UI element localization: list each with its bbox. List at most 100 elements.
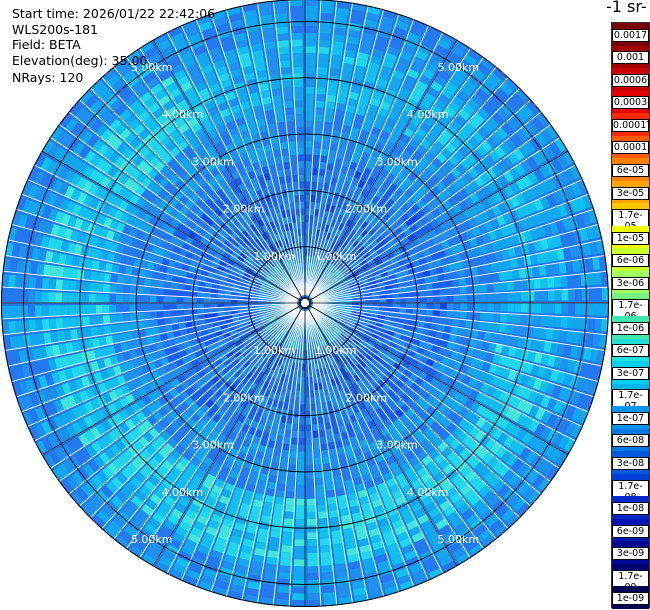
range-gate-cell: [313, 342, 318, 350]
range-gate-cell: [282, 367, 288, 375]
range-gate-cell: [227, 476, 238, 486]
range-gate-cell: [376, 247, 384, 255]
range-gate-cell: [315, 264, 320, 272]
range-gate-cell: [448, 333, 457, 342]
range-gate-cell: [286, 347, 291, 355]
range-gate-cell: [313, 437, 320, 445]
range-gate-cell: [361, 278, 370, 284]
range-gate-cell: [359, 237, 367, 246]
range-gate-cell: [212, 367, 221, 376]
range-gate-cell: [430, 104, 443, 116]
range-gate-cell: [258, 291, 266, 295]
range-gate-cell: [343, 288, 351, 293]
range-gate-cell: [310, 397, 316, 405]
range-gate-cell: [413, 244, 422, 253]
range-gate-cell: [307, 552, 319, 560]
range-gate-cell: [252, 554, 265, 564]
range-gate-cell: [335, 353, 342, 362]
range-gate-cell: [124, 132, 137, 145]
range-gate-cell: [383, 417, 393, 427]
range-gate-cell: [525, 155, 538, 170]
range-gate-cell: [533, 278, 541, 289]
range-gate-cell: [570, 182, 582, 197]
range-gate-cell: [289, 403, 295, 411]
range-gate-cell: [185, 322, 193, 329]
range-gate-cell: [311, 342, 315, 350]
range-gate-cell: [264, 294, 272, 298]
range-gate-cell: [327, 81, 338, 90]
range-gate-cell: [388, 548, 402, 560]
range-gate-cell: [375, 259, 383, 266]
range-gate-cell: [342, 365, 350, 373]
range-gate-cell: [109, 242, 119, 253]
range-gate-cell: [281, 330, 287, 337]
range-gate-cell: [493, 479, 506, 493]
range-gate-cell: [330, 333, 337, 340]
range-gate-cell: [366, 521, 379, 531]
range-gate-cell: [320, 284, 326, 291]
range-gate-cell: [318, 517, 329, 526]
range-gate-cell: [373, 392, 382, 401]
range-gate-cell: [318, 416, 325, 424]
range-gate-cell: [156, 230, 166, 240]
range-gate-cell: [144, 523, 158, 536]
range-gate-cell: [344, 273, 352, 279]
range-gate-cell: [468, 377, 478, 388]
range-gate-cell: [110, 476, 124, 490]
range-gate-cell: [589, 241, 599, 255]
range-gate-cell: [510, 234, 520, 246]
range-gate-cell: [386, 379, 396, 389]
range-gate-cell: [381, 402, 391, 412]
range-gate-cell: [89, 426, 102, 440]
range-gate-cell: [377, 397, 386, 407]
range-gate-cell: [465, 276, 473, 285]
range-gate-cell: [136, 295, 144, 303]
range-gate-cell: [216, 265, 225, 272]
range-gate-cell: [375, 113, 386, 124]
range-gate-cell: [487, 230, 498, 241]
range-gate-cell: [412, 303, 420, 308]
range-gate-cell: [338, 238, 345, 246]
range-gate-cell: [305, 0, 318, 7]
range-gate-cell: [20, 230, 31, 245]
range-gate-cell: [61, 292, 69, 303]
range-gate-cell: [305, 201, 310, 209]
range-gate-cell: [490, 375, 501, 387]
range-gate-cell: [51, 179, 64, 194]
range-gate-cell: [491, 353, 501, 364]
range-gate-cell: [220, 394, 229, 403]
range-gate-cell: [533, 198, 544, 212]
range-gate-cell: [426, 303, 434, 309]
range-gate-cell: [413, 367, 423, 376]
range-gate-cell: [143, 47, 158, 60]
range-gate-cell: [391, 336, 400, 344]
range-gate-cell: [405, 355, 414, 363]
range-gate-cell: [260, 315, 268, 320]
range-gate-cell: [224, 380, 233, 389]
range-gate-cell: [357, 269, 365, 275]
range-gate-cell: [223, 299, 231, 303]
range-gate-cell: [74, 352, 84, 365]
range-gate-cell: [466, 285, 474, 293]
range-gate-cell: [290, 444, 298, 452]
range-gate-cell: [517, 481, 531, 496]
range-gate-cell: [323, 238, 329, 247]
range-gate-cell: [97, 143, 110, 157]
range-gate-cell: [386, 207, 395, 217]
range-gate-cell: [211, 354, 221, 362]
range-gate-cell: [257, 479, 268, 489]
range-gate-cell: [87, 349, 97, 361]
range-gate-cell: [146, 77, 160, 90]
range-gate-cell: [366, 327, 375, 333]
range-gate-cell: [110, 79, 125, 93]
range-gate-cell: [530, 115, 544, 131]
range-gate-cell: [283, 324, 290, 331]
range-gate-cell: [122, 225, 132, 236]
range-gate-cell: [415, 199, 425, 209]
range-gate-cell: [211, 484, 223, 495]
range-gate-cell: [285, 316, 291, 323]
range-gate-cell: [404, 217, 414, 227]
range-gate-cell: [556, 248, 565, 261]
range-gate-cell: [143, 320, 152, 329]
range-gate-cell: [259, 271, 267, 278]
